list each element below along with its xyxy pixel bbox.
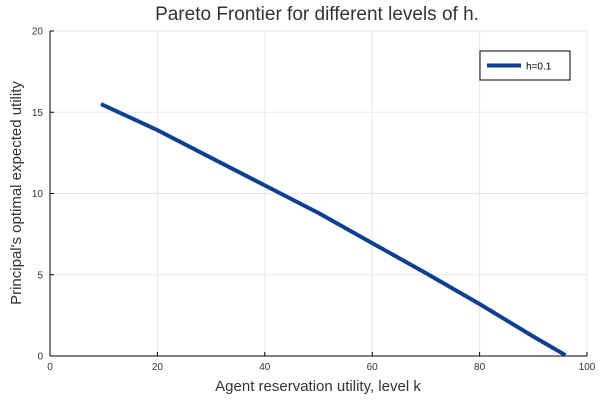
x-tick-label: 80 [474,362,486,373]
legend: h=0.1 [479,50,571,81]
legend-label: h=0.1 [526,62,552,73]
x-tick-label: 100 [579,362,596,373]
y-axis-label: Principal's optimal expected utility [8,81,25,305]
x-tick-label: 60 [367,362,379,373]
y-tick-label: 0 [37,352,43,363]
series-lines [100,102,567,357]
y-tick-label: 20 [32,27,44,38]
x-axis-label: Agent reservation utility, level k [215,378,421,395]
x-tick-label: 0 [47,362,53,373]
chart-title: Pareto Frontier for different levels of … [155,4,479,25]
y-tick-label: 15 [32,108,44,119]
x-tick-labels: 0 20 40 60 80 100 [47,352,596,373]
y-tick-label: 5 [37,270,43,281]
series-line [100,102,567,357]
y-tick-label: 10 [32,189,44,200]
x-tick-label: 40 [259,362,271,373]
y-tick-labels: 0 5 10 15 20 [32,27,54,363]
x-tick-label: 20 [152,362,164,373]
